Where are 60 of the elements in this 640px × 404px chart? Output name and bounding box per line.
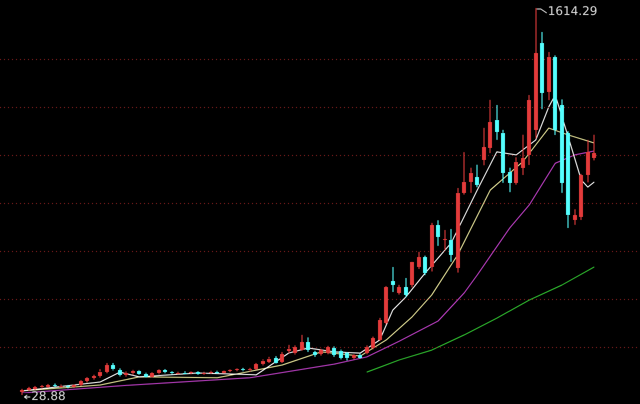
candlestick <box>352 355 356 360</box>
candlestick <box>280 352 284 364</box>
candlestick <box>462 152 466 196</box>
candlestick <box>436 220 440 246</box>
candlestick <box>378 317 382 342</box>
candlestick <box>345 352 349 362</box>
candlestick <box>501 129 505 184</box>
candlestick <box>488 99 492 154</box>
candlestick <box>540 31 544 110</box>
candlestick <box>560 98 564 194</box>
candlestick <box>527 94 531 166</box>
candlestick <box>566 130 570 229</box>
candlestick <box>534 8 538 139</box>
candlestick <box>482 127 486 166</box>
candlestick <box>196 372 200 376</box>
candlestick <box>228 370 232 373</box>
candlestick <box>293 344 297 355</box>
candlestick <box>124 371 128 378</box>
annotation: 1614.29 <box>548 4 598 18</box>
candlestick <box>365 344 369 355</box>
candlestick <box>573 208 577 226</box>
candlestick <box>339 349 343 360</box>
candlestick <box>287 344 291 354</box>
candlestick <box>547 52 551 101</box>
candlestick <box>417 251 421 270</box>
candlestick <box>456 187 460 274</box>
candlestick <box>443 229 447 250</box>
candlestick <box>469 167 473 194</box>
candlestick <box>391 266 395 292</box>
candlestick <box>20 388 24 396</box>
candlestick <box>553 54 557 136</box>
candlestick <box>131 369 135 376</box>
candlestick <box>384 286 388 325</box>
candlestick <box>410 262 414 288</box>
candlestick <box>118 368 122 377</box>
candlestick <box>430 222 434 272</box>
candlestick <box>404 278 408 298</box>
candlestick <box>423 255 427 276</box>
candlestick <box>475 164 479 188</box>
candlestick <box>300 334 304 352</box>
candlestick <box>495 104 499 140</box>
candlestick <box>514 156 518 186</box>
candlestick <box>332 346 336 358</box>
candlestick <box>579 173 583 220</box>
candlestick <box>261 358 265 366</box>
candlestick <box>92 374 96 380</box>
candlestick <box>508 167 512 193</box>
candlestick <box>313 350 317 358</box>
annotation: 28.88 <box>31 389 66 404</box>
candlestick <box>586 139 590 183</box>
candlestick <box>592 134 596 161</box>
candlestick <box>449 228 453 262</box>
candlestick <box>521 134 525 176</box>
candlestick <box>358 353 362 358</box>
candlestick <box>79 380 83 386</box>
candlestick <box>306 336 310 353</box>
candlestick <box>235 369 239 372</box>
candlestick <box>371 336 375 350</box>
candlestick <box>85 376 89 384</box>
candlestick <box>98 368 102 378</box>
